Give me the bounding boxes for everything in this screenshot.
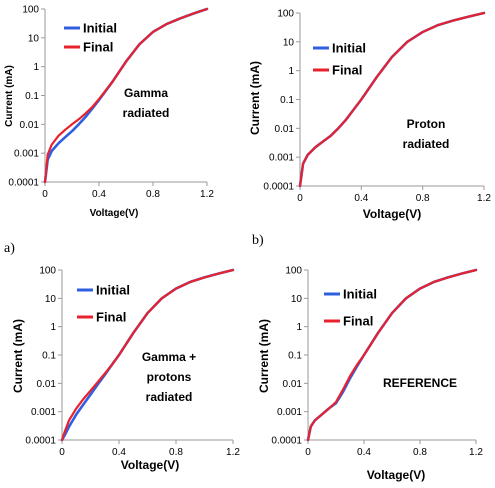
y-tick-label: 0.001 bbox=[31, 407, 56, 418]
x-tick-label: 0 bbox=[305, 447, 311, 458]
chart-annotation: radiated bbox=[403, 137, 450, 151]
x-tick-label: 1.2 bbox=[226, 447, 240, 458]
y-axis-label: Current (mA) bbox=[11, 319, 25, 393]
legend-label-initial: Initial bbox=[83, 21, 117, 36]
y-tick-label: 10 bbox=[283, 37, 295, 48]
y-tick-label: 1 bbox=[296, 322, 302, 333]
chart-annotation: REFERENCE bbox=[383, 376, 457, 390]
panel-label-a: a) bbox=[4, 241, 15, 256]
y-tick-label: 0.01 bbox=[283, 379, 303, 390]
x-tick-label: 0.8 bbox=[169, 447, 183, 458]
x-tick-label: 0.8 bbox=[413, 447, 427, 458]
y-tick-label: 0.1 bbox=[288, 351, 302, 362]
legend-label-initial: Initial bbox=[96, 283, 130, 298]
x-tick-label: 1.2 bbox=[200, 189, 214, 200]
y-tick-label: 0.1 bbox=[42, 351, 56, 362]
y-tick-label: 0.01 bbox=[275, 124, 295, 135]
y-axis-label: Current (mA) bbox=[248, 61, 262, 135]
x-tick-label: 0.8 bbox=[416, 193, 430, 204]
legend-label-initial: Initial bbox=[332, 41, 366, 56]
x-tick-label: 0 bbox=[42, 189, 48, 200]
x-tick-label: 0.4 bbox=[112, 447, 126, 458]
x-tick-label: 0 bbox=[59, 447, 65, 458]
legend-label-final: Final bbox=[343, 314, 373, 329]
y-tick-label: 0.1 bbox=[280, 95, 294, 106]
y-tick-label: 1 bbox=[50, 322, 56, 333]
series-line-initial bbox=[298, 11, 486, 188]
series-line-final bbox=[298, 11, 486, 188]
chart-annotation: Gamma bbox=[124, 86, 168, 100]
y-tick-label: 1 bbox=[288, 66, 294, 77]
x-axis-label: Voltage(V) bbox=[90, 208, 139, 219]
x-tick-label: 0.4 bbox=[357, 447, 371, 458]
y-tick-label: 10 bbox=[28, 33, 40, 44]
x-tick-label: 0.8 bbox=[146, 189, 160, 200]
chart-panel-3: 0.0001 0.001 0.01 0.1 1 10 100 0 0.4 0.8 1.2 Voltag… bbox=[11, 266, 240, 473]
legend-label-final: Final bbox=[332, 63, 362, 78]
y-tick-label: 0.001 bbox=[14, 149, 39, 160]
x-axis-label: Voltage(V) bbox=[121, 458, 179, 472]
chart-panel-2: 0.0001 0.001 0.01 0.1 1 10 100 0 0.4 0.8 1.2 Voltag… bbox=[248, 9, 491, 222]
y-tick-label: 0.1 bbox=[25, 91, 39, 102]
y-tick-label: 0.0001 bbox=[8, 178, 39, 189]
y-tick-label: 0.0001 bbox=[271, 436, 302, 447]
chart-annotation: Proton bbox=[407, 117, 446, 131]
y-tick-label: 100 bbox=[277, 9, 294, 20]
y-tick-label: 100 bbox=[22, 5, 39, 16]
y-tick-label: 10 bbox=[45, 294, 57, 305]
y-tick-label: 0.01 bbox=[37, 379, 57, 390]
chart-panel-4: 0.0001 0.001 0.01 0.1 1 10 100 0 0.4 0.8 1.2 Voltag… bbox=[257, 266, 483, 483]
y-axis-label: Current (mA) bbox=[257, 319, 271, 393]
series-line-final bbox=[306, 268, 478, 442]
y-tick-label: 0.001 bbox=[269, 153, 294, 164]
x-axis-label: Voltage(V) bbox=[367, 468, 425, 482]
y-tick-label: 100 bbox=[285, 266, 302, 277]
x-axis-label: Voltage(V) bbox=[363, 207, 421, 221]
chart-panel-1: 0.0001 0.001 0.01 0.1 1 10 100 0 0.4 0.8 1.2 Voltag… bbox=[4, 5, 214, 220]
legend-label-final: Final bbox=[83, 40, 113, 55]
legend-label-initial: Initial bbox=[343, 287, 377, 302]
legend-label-final: Final bbox=[96, 310, 126, 325]
series-line-final bbox=[60, 268, 235, 442]
chart-annotation: radiated bbox=[123, 106, 170, 120]
y-tick-label: 10 bbox=[291, 294, 303, 305]
x-tick-label: 0.4 bbox=[92, 189, 106, 200]
y-tick-label: 0.0001 bbox=[25, 436, 56, 447]
series-line-final bbox=[43, 7, 209, 184]
x-tick-label: 0 bbox=[297, 193, 303, 204]
chart-annotation: protons bbox=[147, 370, 192, 384]
x-tick-label: 1.2 bbox=[477, 193, 491, 204]
y-tick-label: 0.001 bbox=[277, 407, 302, 418]
chart-annotation: radiated bbox=[146, 390, 193, 404]
chart-annotation: Gamma + bbox=[142, 350, 196, 364]
y-tick-label: 1 bbox=[33, 62, 39, 73]
y-axis-label: Current (mA) bbox=[4, 65, 15, 127]
panel-label-b: b) bbox=[252, 233, 264, 248]
y-tick-label: 0.01 bbox=[20, 120, 40, 131]
y-tick-label: 0.0001 bbox=[263, 182, 294, 193]
x-tick-label: 0.4 bbox=[354, 193, 368, 204]
x-tick-label: 1.2 bbox=[469, 447, 483, 458]
y-tick-label: 100 bbox=[39, 266, 56, 277]
